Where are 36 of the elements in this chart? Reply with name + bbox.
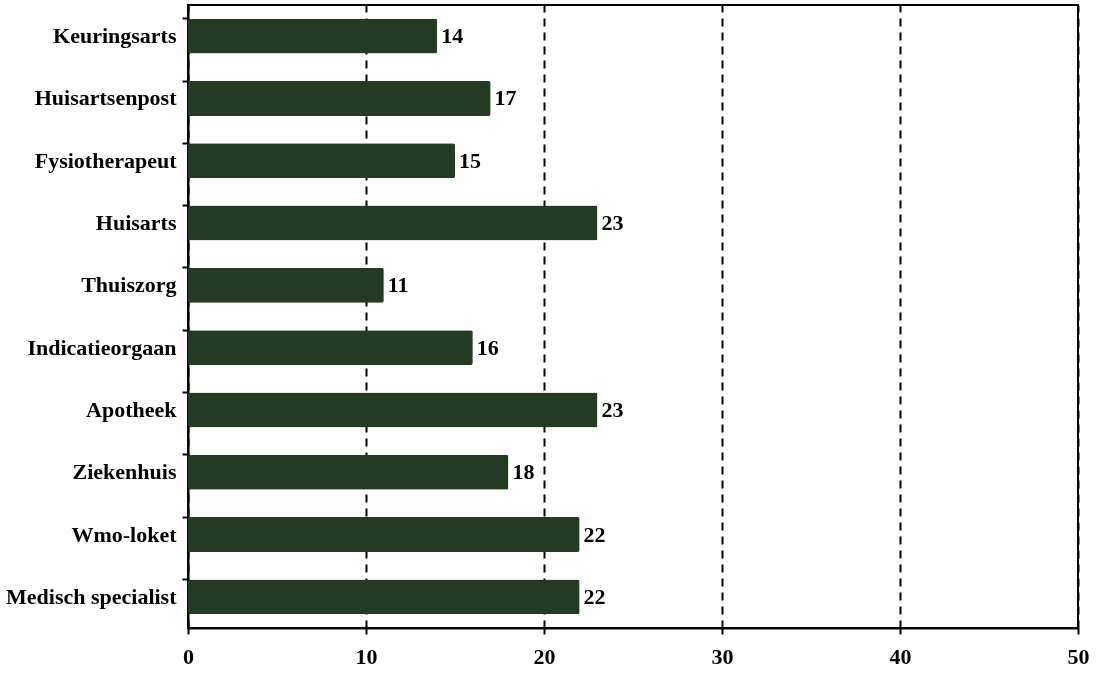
y-tick-label: Wmo-loket (71, 521, 178, 547)
data-label: 16 (476, 334, 499, 360)
x-tick-label: 0 (183, 643, 194, 669)
y-tick-label: Ziekenhuis (72, 459, 177, 485)
y-tick-label: Indicatieorgaan (27, 334, 177, 360)
bar (188, 330, 473, 366)
bar (188, 18, 438, 54)
bar (188, 205, 598, 241)
y-tick-label: Huisartsenpost (34, 85, 178, 111)
data-label: 17 (494, 85, 517, 111)
bar (188, 81, 491, 116)
y-tick-label: Fysiotherapeut (34, 147, 178, 173)
y-tick-label: Huisarts (95, 210, 177, 236)
bar (188, 517, 580, 552)
bar (188, 392, 598, 428)
x-tick-label: 30 (711, 643, 734, 669)
x-tick-label: 50 (1067, 643, 1090, 669)
y-tick-label: Apotheek (86, 396, 178, 422)
y-tick-label: Keuringsarts (53, 23, 177, 49)
data-label: 23 (601, 210, 624, 236)
bar (188, 267, 384, 303)
data-label: 11 (387, 272, 409, 298)
data-label: 18 (512, 459, 535, 485)
data-label: 22 (583, 521, 606, 547)
y-tick-label: Medisch specialist (6, 583, 178, 609)
bar (188, 143, 455, 179)
data-label: 15 (459, 147, 481, 173)
x-tick-label: 40 (889, 643, 912, 669)
bar (188, 579, 580, 615)
data-label: 22 (583, 583, 606, 609)
x-tick-label: 10 (355, 643, 378, 669)
y-tick-label: Thuiszorg (81, 272, 177, 298)
data-label: 23 (601, 396, 624, 422)
bar (188, 454, 509, 490)
data-label: 14 (441, 23, 464, 49)
x-tick-label: 20 (533, 643, 556, 669)
